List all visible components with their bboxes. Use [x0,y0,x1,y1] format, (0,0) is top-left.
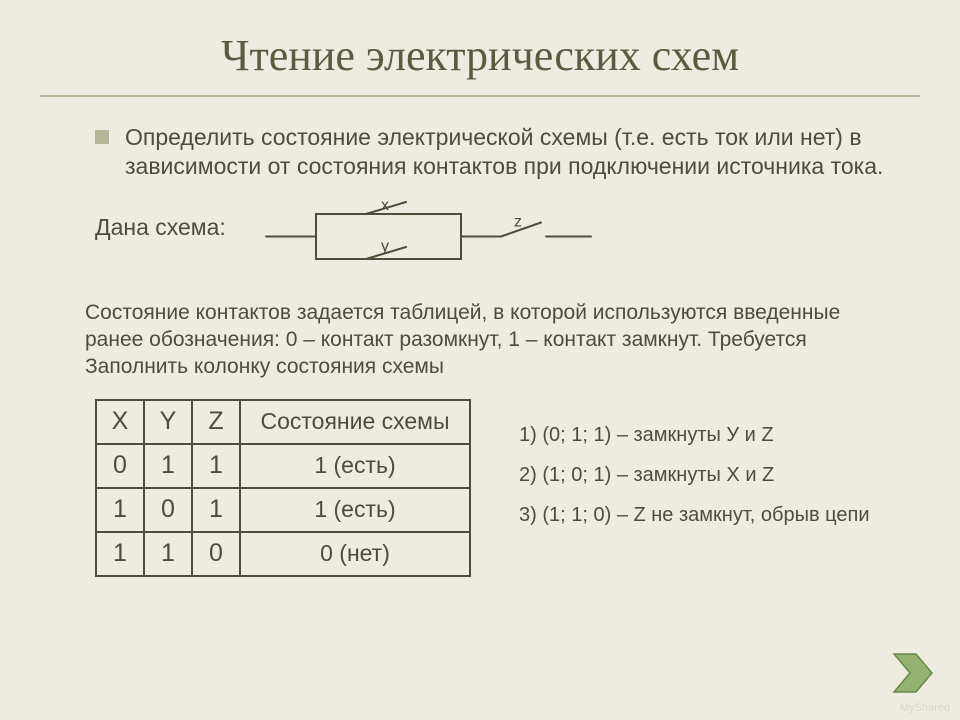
truth-table: XYZСостояние схемы 0111 (есть)1011 (есть… [95,399,471,577]
watermark-text: MyShared [900,702,950,714]
col-y: Y [144,400,192,444]
table-cell: 1 [144,444,192,488]
schema-label: Дана схема: [95,196,226,241]
table-row: 1011 (есть) [96,488,470,532]
slide-title: Чтение электрических схем [55,30,905,81]
table-cell: 0 (нет) [240,532,470,576]
table-cell: 1 [144,532,192,576]
table-cell: 1 [96,488,144,532]
label-x: x [381,197,389,214]
bullet-square-icon [95,130,109,144]
table-cell: 0 [192,532,240,576]
note-line: 1) (0; 1; 1) – замкнуты У и Z [519,425,870,445]
table-cell: 1 [192,488,240,532]
slide: Чтение электрических схем Определить сос… [0,0,960,720]
description-text: Состояние контактов задается таблицей, в… [85,300,895,381]
next-arrow-button[interactable] [890,650,936,696]
table-cell: 1 (есть) [240,488,470,532]
title-rule [40,95,920,97]
table-row: 0111 (есть) [96,444,470,488]
col-state: Состояние схемы [240,400,470,444]
col-x: X [96,400,144,444]
bullet-item: Определить состояние электрической схемы… [95,123,895,182]
table-cell: 1 [96,532,144,576]
table-cell: 0 [144,488,192,532]
schema-row: Дана схема: x y z [95,196,905,274]
table-cell: 1 (есть) [240,444,470,488]
label-z: z [514,213,522,230]
circuit-diagram: x y z [256,196,596,274]
note-line: 3) (1; 1; 0) – Z не замкнут, обрыв цепи [519,505,870,525]
table-cell: 0 [96,444,144,488]
label-y: y [381,238,389,255]
table-cell: 1 [192,444,240,488]
note-line: 2) (1; 0; 1) – замкнуты X и Z [519,465,870,485]
lower-row: XYZСостояние схемы 0111 (есть)1011 (есть… [95,399,905,577]
notes-column: 1) (0; 1; 1) – замкнуты У и Z 2) (1; 0; 1… [519,425,870,545]
table-row: 1100 (нет) [96,532,470,576]
bullet-text: Определить состояние электрической схемы… [125,123,895,182]
col-z: Z [192,400,240,444]
